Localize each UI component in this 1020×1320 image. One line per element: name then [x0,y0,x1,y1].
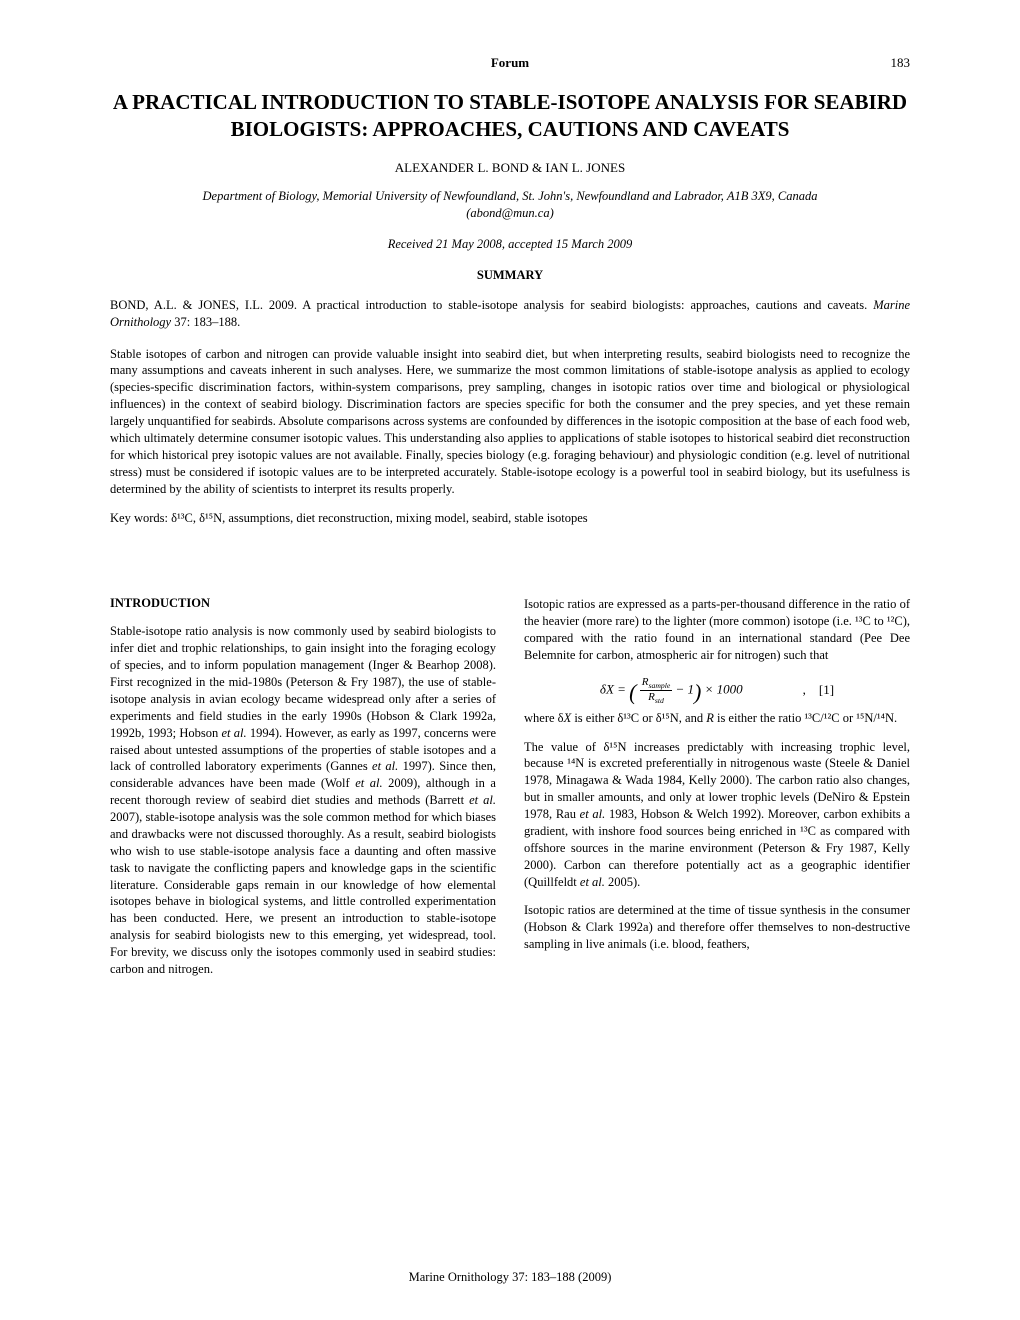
received-date: Received 21 May 2008, accepted 15 March … [110,237,910,252]
equation-1: δX = ( RsampleRstd − 1) × 1000, [1] [524,676,910,706]
introduction-heading: INTRODUCTION [110,596,496,611]
citation: BOND, A.L. & JONES, I.L. 2009. A practic… [110,297,910,332]
abstract: Stable isotopes of carbon and nitrogen c… [110,346,910,498]
italic-run: et al. [469,793,496,807]
text-run: Stable-isotope ratio analysis is now com… [110,624,496,739]
left-column: INTRODUCTION Stable-isotope ratio analys… [110,596,496,989]
article-title: A PRACTICAL INTRODUCTION TO STABLE-ISOTO… [110,89,910,144]
authors: ALEXANDER L. BOND & IAN L. JONES [110,160,910,176]
citation-suffix: 37: 183–188. [171,315,240,329]
italic-run: R [706,711,714,725]
col2-paragraph-4: Isotopic ratios are determined at the ti… [524,902,910,953]
equation-label: , [1] [803,682,834,698]
text-run: is either δ¹³C or δ¹⁵N, and [571,711,706,725]
keywords: Key words: δ¹³C, δ¹⁵N, assumptions, diet… [110,511,910,526]
affiliation-line1: Department of Biology, Memorial Universi… [203,189,818,203]
col2-paragraph-1: Isotopic ratios are expressed as a parts… [524,596,910,664]
page-number: 183 [891,55,911,71]
text-run: 2007), stable-isotope analysis was the s… [110,810,496,976]
italic-run: et al. [355,776,382,790]
page-footer: Marine Ornithology 37: 183–188 (2009) [0,1270,1020,1285]
col2-paragraph-2: where δX is either δ¹³C or δ¹⁵N, and R i… [524,710,910,727]
right-column: Isotopic ratios are expressed as a parts… [524,596,910,989]
text-run: 2005). [605,875,640,889]
header-center: Forum [491,55,529,71]
italic-run: et al. [372,759,398,773]
citation-text: BOND, A.L. & JONES, I.L. 2009. A practic… [110,298,873,312]
body-columns: INTRODUCTION Stable-isotope ratio analys… [110,596,910,989]
eq-number: [1] [819,682,834,697]
affiliation-line2: (abond@mun.ca) [466,206,554,220]
running-header: Forum 183 [110,55,910,71]
col2-paragraph-3: The value of δ¹⁵N increases predictably … [524,739,910,891]
summary-heading: SUMMARY [110,268,910,283]
affiliation: Department of Biology, Memorial Universi… [110,188,910,223]
italic-run: et al. [222,726,247,740]
italic-run: et al. [580,875,605,889]
italic-run: et al. [580,807,606,821]
text-run: where δ [524,711,564,725]
intro-paragraph-1: Stable-isotope ratio analysis is now com… [110,623,496,977]
text-run: is either the ratio ¹³C/¹²C or ¹⁵N/¹⁴N. [714,711,897,725]
